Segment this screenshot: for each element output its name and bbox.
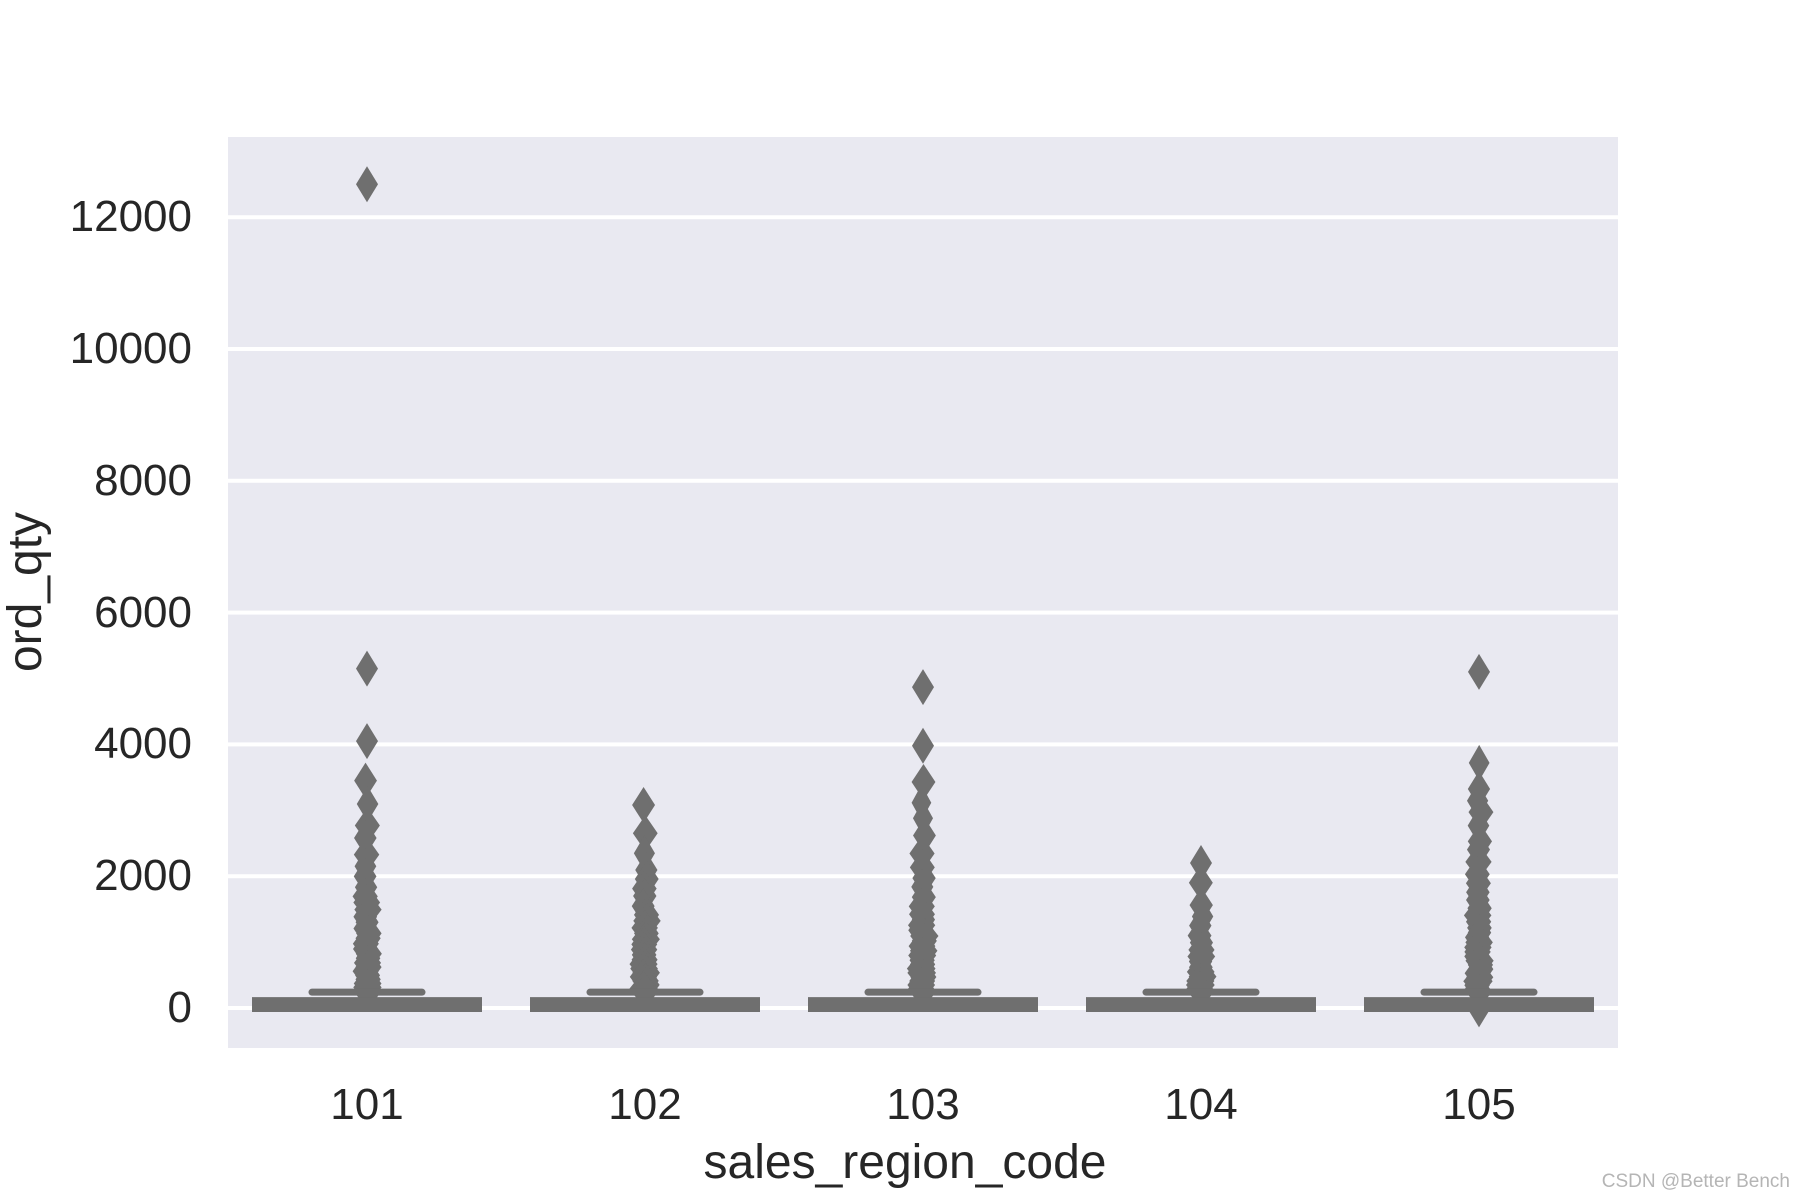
y-tick-label: 10000 xyxy=(69,323,192,373)
outlier-diamond xyxy=(356,650,378,687)
whisker-cap xyxy=(1142,988,1260,996)
y-tick-label: 0 xyxy=(167,982,192,1032)
x-tick-label: 101 xyxy=(330,1080,404,1129)
watermark-text: CSDN @Better Bench xyxy=(1601,1171,1790,1192)
whisker-line xyxy=(919,992,927,1002)
y-axis-title: ord_qty xyxy=(0,511,52,673)
whisker-line xyxy=(1475,992,1483,1002)
box xyxy=(1364,997,1594,1012)
x-tick-label: 105 xyxy=(1442,1080,1516,1129)
x-tick-label: 104 xyxy=(1164,1080,1238,1129)
outlier-stack-diamond xyxy=(356,786,379,823)
outlier-stack-diamond xyxy=(632,787,656,824)
outlier-diamond xyxy=(356,723,378,760)
outlier-stack-diamond xyxy=(354,762,377,799)
y-tick-label: 6000 xyxy=(94,587,192,637)
whisker-line xyxy=(363,992,371,1002)
whisker-cap xyxy=(308,988,426,996)
outlier-stack-diamond xyxy=(632,815,658,852)
outlier-diamond xyxy=(1468,653,1490,690)
y-tick-label: 2000 xyxy=(94,851,192,901)
x-axis-title: sales_region_code xyxy=(703,1136,1107,1189)
outlier-stack-diamond xyxy=(1188,864,1213,901)
x-tick-label: 103 xyxy=(886,1080,960,1129)
whisker-line xyxy=(1197,992,1205,1002)
box xyxy=(530,997,760,1012)
box xyxy=(252,997,482,1012)
outlier-stack-diamond xyxy=(911,763,936,800)
y-tick-label: 12000 xyxy=(69,192,192,242)
outlier-stack-diamond xyxy=(633,835,655,872)
box xyxy=(808,997,1038,1012)
outlier-diamond xyxy=(1190,845,1212,882)
outlier-stack-diamond xyxy=(1468,744,1490,781)
y-tick-label: 8000 xyxy=(94,455,192,505)
whisker-cap xyxy=(586,988,704,996)
x-tick-label: 102 xyxy=(608,1080,682,1129)
whisker-line xyxy=(641,992,649,1002)
y-tick-label: 4000 xyxy=(94,719,192,769)
outlier-diamond xyxy=(356,166,378,203)
whisker-cap xyxy=(1420,988,1538,996)
whisker-cap xyxy=(864,988,982,996)
outlier-diamond xyxy=(912,727,934,764)
outlier-diamond xyxy=(912,669,934,706)
box xyxy=(1086,997,1316,1012)
